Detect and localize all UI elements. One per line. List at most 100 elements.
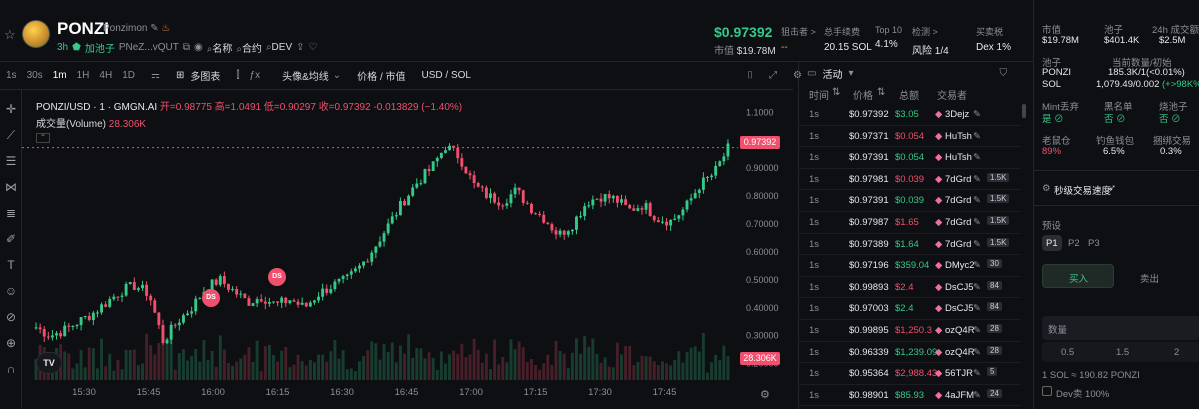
row-trader[interactable]: DsCJ5 [945,281,974,293]
activity-row[interactable]: 1s $0.97981 $0.039 ◆ 7dGrd ✎ 1.5K [799,169,1021,191]
row-trader[interactable]: 7dGrd [945,238,972,250]
edit-icon[interactable]: ✎ [973,303,981,315]
fib-icon[interactable]: ≣ [5,206,17,220]
activity-scrollbar[interactable] [1022,104,1026,118]
col-trader[interactable]: 交易者 [937,91,967,102]
edit-icon[interactable]: ✎ [973,389,981,401]
price-chart[interactable]: 1.10001.00000.900000.800000.700000.60000… [22,90,793,409]
edit-icon[interactable]: ✎ [973,173,981,185]
row-trader[interactable]: HuTsh [945,152,972,164]
activity-row[interactable]: 1s $0.97389 $1.64 ◆ 7dGrd ✎ 1.5K [799,234,1021,256]
indicators-button[interactable]: 头像&均线 [282,72,329,83]
camera-icon[interactable]: ⌷ [746,70,753,81]
activity-row[interactable]: 1s $0.99893 $2.4 ◆ DsCJ5 ✎ 84 [799,277,1021,299]
candle-settings-icon[interactable]: ⫿ [236,70,240,81]
row-trader[interactable]: DsCJ5 [945,303,974,315]
expand-icon[interactable]: ⤢ [768,70,777,81]
interval-1m[interactable]: 1m [52,70,67,81]
preset-p3[interactable]: P3 [1088,238,1100,249]
currency-toggle[interactable]: USD / SOL [421,70,471,81]
activity-row[interactable]: 1s $0.97391 $0.039 ◆ 7dGrd ✎ 1.5K [799,190,1021,212]
activity-row[interactable]: 1s $0.97392 $3.05 ◆ 3Dejz ✎ [799,104,1021,126]
edit-icon[interactable]: ✎ [973,195,981,207]
link-contract[interactable]: ⌕合约 [236,40,262,55]
activity-row[interactable]: 1s $0.96339 $1,239.09 ◆ ozQ4R ✎ 28 [799,342,1021,364]
activity-row[interactable]: 1s $0.97196 $359.04 ◆ DMyc2 ✎ 30 [799,255,1021,277]
interval-1h[interactable]: 1H [76,70,90,81]
row-trader[interactable]: 7dGrd [945,217,972,228]
star-icon[interactable]: ☆ [4,27,16,42]
link-dev[interactable]: ⌕DEV [266,42,292,53]
filter-icon[interactable]: ⛉ [999,67,1007,79]
edit-icon[interactable]: ✎ [973,260,981,272]
edit-icon[interactable]: ✎ [973,152,981,164]
activity-row[interactable]: 1s $0.98901 $85.93 ◆ 4aJFM ✎ 24 [799,385,1021,407]
chevron-down-icon[interactable]: ⌄ [332,70,342,81]
interval-1s[interactable]: 1s [6,70,17,81]
multi-chart-button[interactable]: 多图表 [190,72,221,83]
quantity-input[interactable]: 数量 [1042,316,1199,340]
col-price-sort-icon[interactable]: ⇅ [877,87,886,98]
row-trader[interactable]: 7dGrd [945,173,972,185]
chart-type-icon[interactable]: ⚎ [150,70,160,81]
preset-p1[interactable]: P1 [1042,235,1062,251]
row-trader[interactable]: HuTsh [945,130,972,142]
pattern-icon[interactable]: ⋈ [5,180,17,194]
activity-row[interactable]: 1s $0.99895 $1,250.3 ◆ ozQ4R ✎ 28 [799,320,1021,342]
settings-icon[interactable]: ⚙ [1042,183,1051,194]
edit-icon[interactable]: ✎ [973,238,981,250]
brush-icon[interactable]: ✐ [5,232,17,246]
sell-tab[interactable]: 卖出 [1140,274,1160,285]
share-icon[interactable]: ⇪ [296,42,305,53]
link-name[interactable]: ⌕名称 [207,40,233,55]
row-trader[interactable]: DMyc2 [945,260,975,272]
col-time-sort-icon[interactable]: ⇅ [832,87,841,98]
col-amount[interactable]: 总额 [899,91,919,102]
price-mcap-toggle[interactable]: 价格 / 市值 [357,72,406,83]
activity-row[interactable]: 1s $0.97391 $0.054 ◆ HuTsh ✎ [799,147,1021,169]
dev-sell-checkbox[interactable] [1042,386,1052,396]
qty-option[interactable]: 0.5 [1061,347,1075,358]
row-trader[interactable]: 3Dejz [945,109,970,120]
multi-chart-icon[interactable]: ⊞ [175,70,185,81]
horizontal-lines-icon[interactable]: ☰ [5,154,17,168]
edit-icon[interactable]: ✎ [973,109,981,120]
interval-30s[interactable]: 30s [26,70,43,81]
dev-sell-marker[interactable]: DS [268,268,286,286]
emoji-icon[interactable]: ☺ [4,284,18,298]
bookmark-icon[interactable]: ♡ [308,42,318,53]
dev-sell-label[interactable]: Dev卖 100% [1056,389,1110,400]
interval-1d[interactable]: 1D [122,70,135,81]
row-trader[interactable]: ozQ4R [945,325,975,336]
interval-4h[interactable]: 4H [99,70,113,81]
row-trader[interactable]: 7dGrd [945,195,972,207]
text-tool-icon[interactable]: T [7,258,15,272]
edit-icon[interactable]: ✎ [973,281,981,293]
edit-icon[interactable]: ✎ [150,23,159,34]
stat-check[interactable]: 检测 > 风险 1/4 [912,25,949,57]
chart-settings-icon[interactable]: ⚙ [760,389,770,401]
col-price[interactable]: 价格 [853,91,873,102]
activity-row[interactable]: 1s $0.95364 $2,988.43 ◆ 56TJR ✎ 5 [799,363,1021,385]
collapse-legend-icon[interactable]: ⌃ [36,133,50,143]
edit-icon[interactable]: ✎ [973,217,981,228]
edit-icon[interactable]: ✎ [973,130,981,142]
preset-p2[interactable]: P2 [1068,238,1080,249]
qty-option[interactable]: 1.5 [1116,347,1130,358]
activity-row[interactable]: 1s $0.97987 $1.65 ◆ 7dGrd ✎ 1.5K [799,212,1021,234]
copy-icon[interactable]: ⧉ [182,42,190,53]
magnet-icon[interactable]: ∩ [6,362,16,376]
fx-icon[interactable]: ƒx [249,70,261,81]
edit-icon[interactable]: ✎ [973,368,981,380]
zoom-icon[interactable]: ⊕ [5,336,17,350]
ruler-icon[interactable]: ⊘ [5,310,17,324]
settings-icon[interactable]: ⚙ [792,70,802,81]
buy-tab[interactable]: 买入 [1042,264,1114,288]
qty-option[interactable]: 2 [1174,347,1180,358]
row-trader[interactable]: 56TJR [945,368,973,380]
chevron-down-icon[interactable]: ▾ [848,67,854,79]
activity-row[interactable]: 1s $0.97003 $2.4 ◆ DsCJ5 ✎ 84 [799,298,1021,320]
stat-snipers[interactable]: 狙击者 > -- [781,25,816,53]
col-time[interactable]: 时间 [809,91,829,102]
activity-title[interactable]: 活动 [822,69,843,81]
